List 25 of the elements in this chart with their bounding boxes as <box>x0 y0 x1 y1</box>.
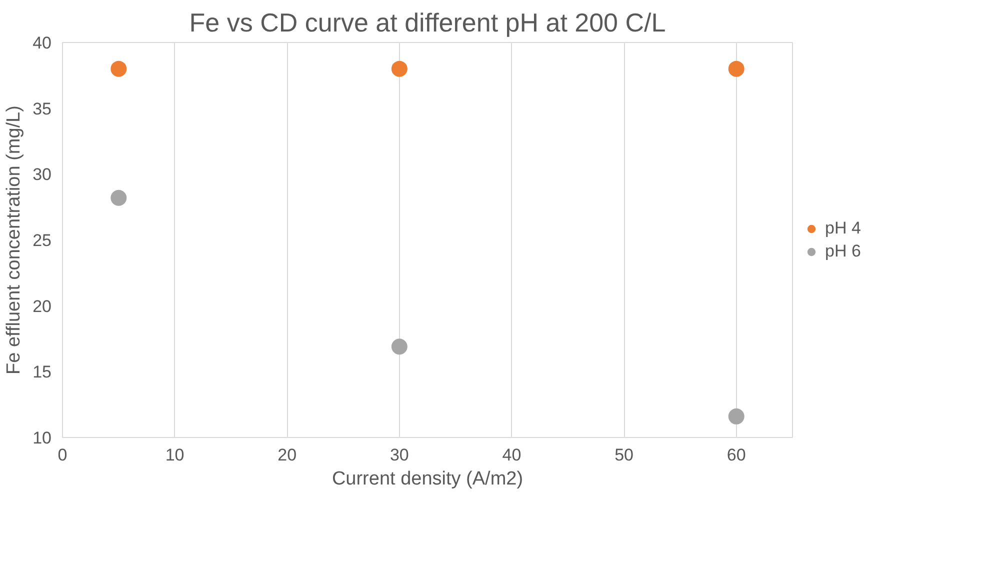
point <box>391 338 408 355</box>
y-axis-title: Fe effluent concentration (mg/L) <box>4 106 25 374</box>
point <box>728 408 744 424</box>
x-tick-label: 10 <box>165 446 184 464</box>
point <box>110 190 127 206</box>
y-tick-label: 10 <box>32 428 52 448</box>
legend-label: pH 6 <box>825 241 861 261</box>
legend-label: pH 4 <box>825 218 861 238</box>
y-tick-label: 15 <box>32 362 52 382</box>
point <box>391 60 408 77</box>
y-tick-label: 25 <box>32 231 52 250</box>
x-tick-label: 40 <box>502 446 522 464</box>
x-axis-title: Current density (A/m2) <box>332 468 524 490</box>
x-tick-label: 60 <box>726 446 746 464</box>
y-tick-label: 20 <box>32 296 52 316</box>
x-tick-label: 20 <box>278 446 297 464</box>
x-tick-label: 0 <box>58 446 68 464</box>
x-tick-label: 30 <box>390 446 409 464</box>
point <box>110 60 127 77</box>
x-tick-label: 50 <box>614 446 634 464</box>
y-tick-label: 35 <box>32 99 52 118</box>
y-tick-label: 30 <box>32 165 52 184</box>
chart-title: Fe vs CD curve at different pH at 200 C/L <box>189 8 666 38</box>
y-tick-label: 40 <box>32 34 52 52</box>
point <box>728 60 744 77</box>
